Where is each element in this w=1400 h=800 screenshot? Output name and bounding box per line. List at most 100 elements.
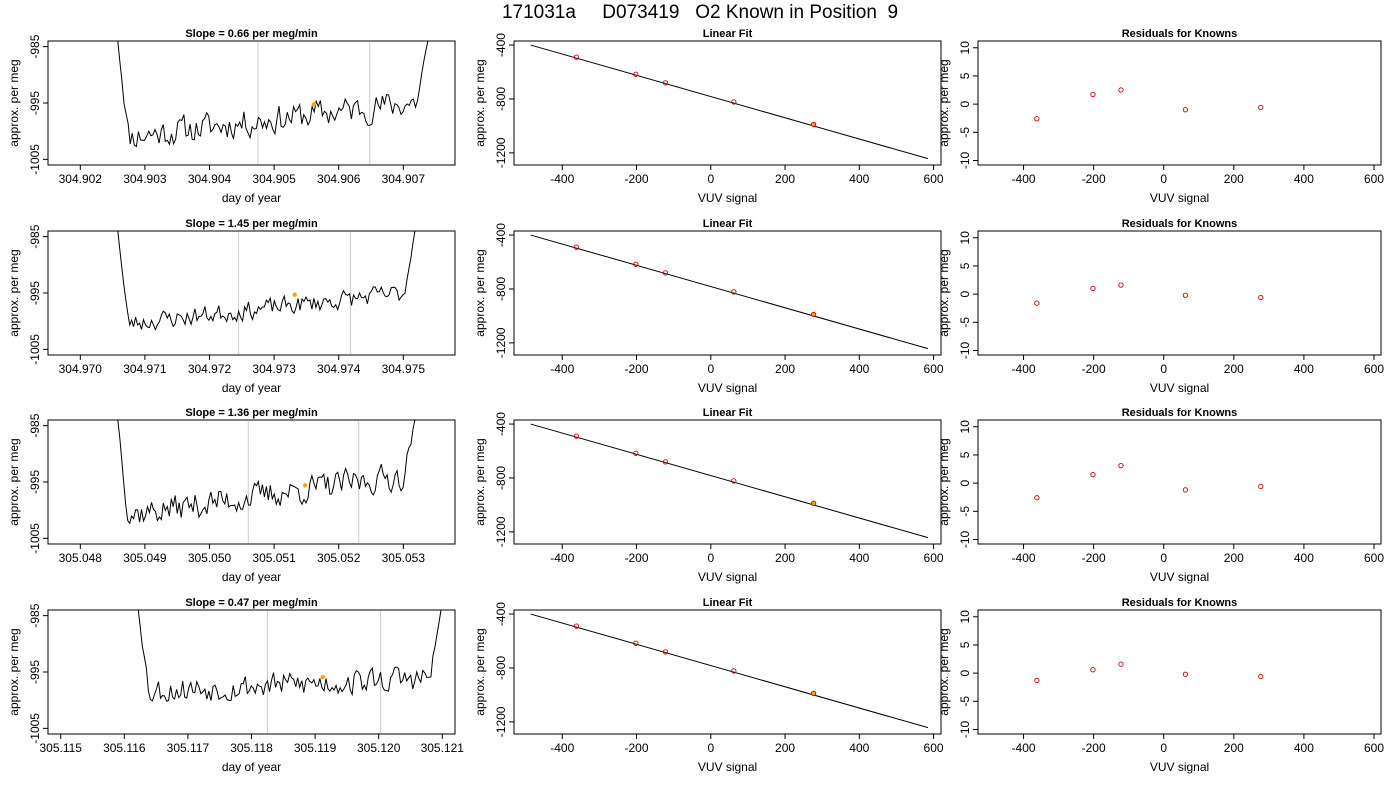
panel-1-1-x-tick-label: 304.905: [252, 172, 296, 186]
panel-1-1-x-tick-label: 304.903: [123, 172, 167, 186]
panel-4-1-series-line: [137, 609, 442, 702]
panel-3-3-data-point: [1118, 463, 1124, 469]
panel-3-1-x-tick-label: 305.051: [252, 551, 296, 565]
panel-3-3-y-tick-label: -10: [958, 530, 972, 548]
panel-1-3-x-tick-label: 200: [1224, 172, 1244, 186]
panel-4-3-x-tick-label: -200: [1082, 741, 1106, 755]
panel-2-1-x-tick-label: 304.975: [382, 362, 426, 376]
panel-1-3-y-tick-label: 5: [958, 72, 972, 79]
panel-1-2-title: Linear Fit: [703, 28, 753, 40]
panel-4-3-x-tick-label: 400: [1294, 741, 1314, 755]
panel-2-3-data-point: [1182, 292, 1189, 298]
panel-3-2-y-tick-label: -1200: [494, 516, 508, 547]
panel-3-3-title: Residuals for Knowns: [1122, 407, 1238, 419]
panel-1-1-y-label: approx. per meg: [7, 59, 21, 146]
panel-4-2-x-tick-label: -400: [550, 741, 574, 755]
panel-2-2-data-point: [662, 270, 669, 276]
panel-3-1-mean-marker: [302, 483, 308, 488]
panel-3-2-frame: [513, 419, 942, 545]
panel-2-1-y-tick-label: -1005: [28, 334, 42, 365]
panel-4-3-x-tick-label: 600: [1364, 741, 1384, 755]
panel-3-2-x-tick-label: 600: [924, 551, 944, 565]
panel-2-3-y-tick-label: -5: [958, 317, 972, 328]
panel-2-2-x-tick-label: 200: [775, 362, 795, 376]
panel-1-3-frame: [977, 40, 1382, 166]
panel-2-1-x-tick-label: 304.971: [123, 362, 167, 376]
panel-3-2-title: Linear Fit: [703, 407, 753, 419]
panel-2-1-frame: [47, 230, 456, 356]
panel-3-1-y-tick-label: -1005: [28, 523, 42, 554]
panel-1-2-x-tick-label: -400: [550, 172, 574, 186]
panel-4-2-data-point: [573, 623, 580, 629]
panel-4-3-data-point: [1034, 677, 1040, 684]
panel-1-1-x-tick-label: 304.902: [59, 172, 103, 186]
panel-1-2-x-tick-label: -200: [625, 172, 649, 186]
panel-1-2-y-label: approx. per meg: [473, 59, 487, 146]
panel-3-3-x-tick-label: 0: [1160, 551, 1167, 565]
panel-3-3-data-point: [1258, 483, 1264, 490]
panel-1-2-x-tick-label: 400: [849, 172, 869, 186]
panel-2-1-y-tick-label: -985: [28, 224, 42, 248]
panel-4-2-x-tick-label: 400: [849, 741, 869, 755]
panel-4-2-x-tick-label: -200: [625, 741, 649, 755]
panel-1-2-data-point: [810, 121, 817, 128]
page-title: 171031a D073419 O2 Known in Position 9: [501, 2, 899, 23]
panel-3-2-y-tick-label: -800: [494, 466, 508, 490]
panel-1-1-title: Slope = 0.66 per meg/min: [185, 28, 318, 40]
panel-4-2-data-point: [633, 640, 639, 646]
panel-3-3-frame: [977, 419, 1382, 545]
panel-4-1-x-label: day of year: [222, 760, 281, 774]
panel-2-3-y-tick-label: -10: [958, 341, 972, 359]
panel-1-3-x-tick-label: 0: [1160, 172, 1167, 186]
panel-1-2-x-tick-label: 600: [924, 172, 944, 186]
panel-3-1-x-tick-label: 305.048: [59, 551, 103, 565]
panel-1-3-x-tick-label: 400: [1294, 172, 1314, 186]
panel-1-3-x-label: VUV signal: [1150, 191, 1209, 205]
panel-4-2-data-point: [731, 668, 737, 674]
panel-3-3-x-label: VUV signal: [1150, 570, 1209, 584]
panel-4-2-y-tick-label: -400: [494, 602, 508, 626]
panel-2-2-data-point: [633, 261, 639, 267]
panel-2-3-frame: [977, 230, 1382, 356]
panel-4-2-y-label: approx. per meg: [473, 628, 487, 715]
panel-3-2-data-point: [633, 450, 639, 456]
panel-3-2-x-tick-label: 400: [849, 551, 869, 565]
panel-1-2-fit-line: [530, 44, 929, 160]
panel-2-1-series-line: [117, 230, 416, 331]
panel-3-1-x-tick-label: 305.053: [382, 551, 426, 565]
panel-2-2-x-label: VUV signal: [698, 381, 757, 395]
panel-1-2-data-point: [731, 99, 737, 105]
panel-4-1-y-tick-label: -995: [28, 660, 42, 684]
panel-2-1-x-label: day of year: [222, 381, 281, 395]
panel-1-2-x-tick-label: 200: [775, 172, 795, 186]
panel-3-1-x-tick-label: 305.049: [123, 551, 167, 565]
panel-4-1-mean-marker: [320, 674, 325, 680]
panel-4-2-fit-line: [530, 613, 929, 729]
panel-3-1-y-tick-label: -985: [28, 413, 42, 437]
panel-2-3-data-point: [1258, 294, 1264, 301]
panel-1-3-data-point: [1118, 87, 1124, 93]
panel-4-3-y-tick-label: -10: [958, 720, 972, 738]
panel-1-1-y-tick-label: -985: [28, 34, 42, 58]
panel-2-3-x-label: VUV signal: [1150, 381, 1209, 395]
panel-4-3-title: Residuals for Knowns: [1122, 597, 1238, 609]
panel-1-2-frame: [513, 40, 942, 166]
panel-1-2-y-tick-label: -400: [494, 33, 508, 57]
panel-4-1-frame: [47, 609, 456, 735]
panel-1-1-frame: [47, 40, 456, 166]
panel-3-3-data-point: [1090, 472, 1096, 478]
panel-3-3-y-tick-label: 10: [958, 420, 972, 434]
panel-4-2-data-point: [810, 690, 817, 697]
panel-4-1-y-tick-label: -985: [28, 603, 42, 627]
panel-2-2-x-tick-label: 400: [849, 362, 869, 376]
panel-4-2-y-tick-label: -1200: [494, 706, 508, 737]
panel-2-3-data-point: [1090, 285, 1096, 292]
panel-4-3-data-point: [1090, 667, 1096, 673]
panel-2-3-x-tick-label: -400: [1012, 362, 1036, 376]
panel-2-2-fit-line: [530, 234, 929, 350]
panel-1-3-x-tick-label: -200: [1082, 172, 1106, 186]
panel-4-3-x-tick-label: 200: [1224, 741, 1244, 755]
panel-1-1-x-tick-label: 304.906: [317, 172, 361, 186]
panel-4-3-y-tick-label: 5: [958, 641, 972, 648]
